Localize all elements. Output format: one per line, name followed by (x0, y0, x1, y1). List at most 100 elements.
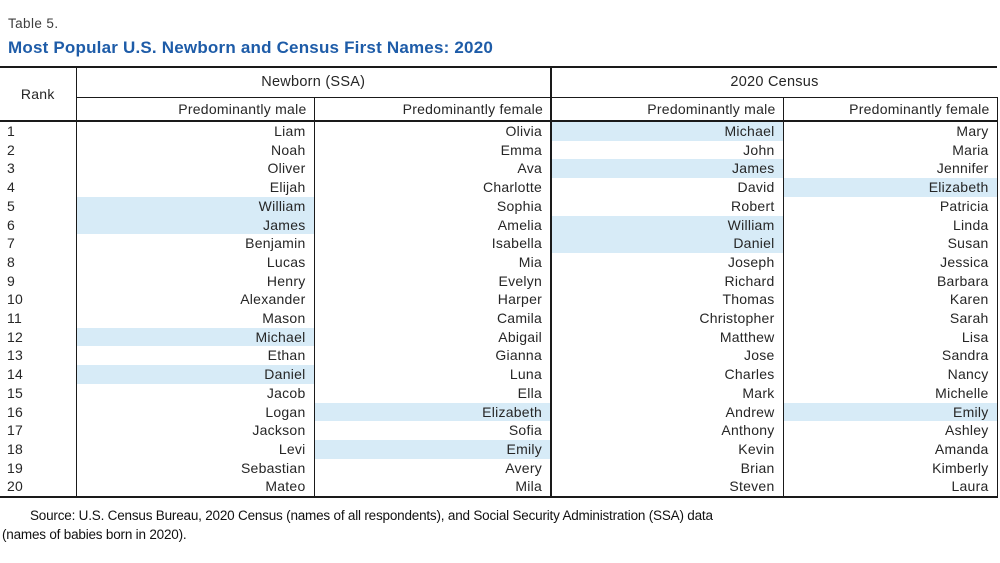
name-cell-newborn-female: Emily (313, 439, 552, 459)
rank-cell: 4 (7, 179, 16, 196)
name-cell-census-female: Linda (782, 215, 998, 235)
name-cell-newborn-male: Levi (75, 439, 314, 459)
name-cell-newborn-female: Sophia (313, 196, 552, 216)
name-cell-census-male: Jose (550, 346, 784, 366)
rank-cell: 18 (7, 440, 24, 457)
table-row: 5 William Sophia Robert Patricia (0, 196, 998, 216)
name-cell-newborn-female: Abigail (313, 327, 552, 347)
name-cell-newborn-male: Elijah (75, 178, 314, 197)
name-cell-newborn-male: Liam (75, 121, 314, 141)
rank-cell: 12 (7, 328, 24, 345)
name-cell-census-male: John (550, 140, 784, 160)
name-cell-census-female: Emily (782, 402, 998, 422)
name-cell-newborn-female: Ella (313, 383, 552, 403)
name-cell-census-male: Kevin (550, 439, 784, 459)
name-cell-census-male: James (550, 159, 784, 179)
name-cell-census-female: Sarah (782, 309, 998, 328)
name-cell-census-female: Sandra (782, 346, 998, 366)
rank-cell: 11 (7, 310, 23, 327)
name-cell-newborn-female: Camila (313, 309, 552, 328)
rank-cell: 1 (7, 123, 16, 139)
rank-cell: 20 (7, 478, 24, 495)
name-cell-newborn-male: Michael (75, 327, 314, 347)
rank-cell: 17 (7, 422, 24, 439)
table-row: 7 Benjamin Isabella Daniel Susan (0, 234, 998, 253)
sub-header-row: Predominantly male Predominantly female … (0, 97, 998, 122)
table-row: 14 Daniel Luna Charles Nancy (0, 365, 998, 384)
name-cell-newborn-male: William (75, 196, 314, 216)
group-header-2020-census: 2020 Census (550, 67, 998, 98)
name-cell-census-male: Richard (550, 271, 784, 291)
name-cell-newborn-male: Logan (75, 402, 314, 422)
name-cell-newborn-female: Gianna (313, 346, 552, 366)
name-cell-census-male: William (550, 215, 784, 235)
names-table: Rank Newborn (SSA) 2020 Census Predomina… (0, 66, 998, 499)
table-row: 9 Henry Evelyn Richard Barbara (0, 271, 998, 291)
name-cell-census-male: David (550, 178, 784, 197)
name-cell-census-male: Brian (550, 458, 784, 478)
column-header-newborn-female: Predominantly female (313, 97, 552, 122)
name-cell-census-male: Joseph (550, 252, 784, 272)
name-cell-newborn-female: Mila (313, 477, 552, 498)
rank-cell: 5 (7, 197, 16, 214)
name-cell-newborn-male: Oliver (75, 159, 314, 179)
name-cell-census-male: Anthony (550, 421, 784, 440)
name-cell-newborn-female: Luna (313, 365, 552, 384)
table-row: 10 Alexander Harper Thomas Karen (0, 290, 998, 310)
name-cell-census-female: Laura (782, 477, 998, 498)
name-cell-newborn-male: Jackson (75, 421, 314, 440)
column-header-newborn-male: Predominantly male (76, 97, 314, 122)
page-title: Most Popular U.S. Newborn and Census Fir… (8, 38, 494, 57)
table-number-label: Table 5. (8, 16, 59, 31)
name-cell-census-female: Elizabeth (782, 178, 998, 197)
name-cell-newborn-male: Ethan (75, 346, 314, 366)
rank-cell: 10 (7, 291, 24, 308)
table-row: 19 Sebastian Avery Brian Kimberly (0, 458, 998, 478)
rank-cell: 2 (7, 141, 16, 158)
source-note-line-1: Source: U.S. Census Bureau, 2020 Census … (30, 508, 713, 523)
name-cell-newborn-female: Ava (313, 159, 552, 179)
name-cell-newborn-female: Mia (313, 252, 552, 272)
rank-cell: 13 (7, 347, 24, 364)
rank-cell: 6 (7, 216, 16, 233)
table-row: 4 Elijah Charlotte David Elizabeth (0, 178, 998, 197)
name-cell-newborn-male: Alexander (75, 290, 314, 310)
table-header: Rank Newborn (SSA) 2020 Census Predomina… (0, 67, 998, 122)
name-cell-census-male: Thomas (550, 290, 784, 310)
name-cell-census-female: Susan (782, 234, 998, 253)
name-cell-newborn-female: Amelia (313, 215, 552, 235)
name-cell-newborn-female: Avery (313, 458, 552, 478)
name-cell-newborn-male: James (75, 215, 314, 235)
name-cell-newborn-female: Emma (313, 140, 552, 160)
table-row: 12 Michael Abigail Matthew Lisa (0, 327, 998, 347)
name-cell-newborn-male: Mateo (75, 477, 314, 498)
column-header-census-female: Predominantly female (782, 97, 998, 122)
rank-cell: 7 (7, 235, 16, 252)
table-row: 20 Mateo Mila Steven Laura (0, 477, 998, 498)
name-cell-newborn-female: Olivia (313, 121, 552, 141)
column-header-rank: Rank (0, 67, 77, 122)
source-note-line-2: (names of babies born in 2020). (2, 527, 187, 542)
name-cell-census-female: Michelle (782, 383, 998, 403)
name-cell-newborn-male: Daniel (75, 365, 314, 384)
table-row: 2 Noah Emma John Maria (0, 140, 998, 160)
name-cell-census-male: Mark (550, 383, 784, 403)
name-cell-census-female: Amanda (782, 439, 998, 459)
name-cell-census-male: Robert (550, 196, 784, 216)
table-row: 18 Levi Emily Kevin Amanda (0, 439, 998, 459)
name-cell-census-female: Karen (782, 290, 998, 310)
name-cell-census-female: Jessica (782, 252, 998, 272)
name-cell-census-female: Jennifer (782, 159, 998, 179)
name-cell-newborn-male: Mason (75, 309, 314, 328)
name-cell-census-female: Mary (782, 121, 998, 141)
name-cell-newborn-male: Jacob (75, 383, 314, 403)
table-row: 11 Mason Camila Christopher Sarah (0, 309, 998, 328)
rank-cell: 14 (7, 366, 24, 383)
table-row: 17 Jackson Sofia Anthony Ashley (0, 421, 998, 440)
rank-cell: 15 (7, 384, 24, 401)
name-cell-census-male: Christopher (550, 309, 784, 328)
table-row: 3 Oliver Ava James Jennifer (0, 159, 998, 179)
name-cell-census-male: Charles (550, 365, 784, 384)
name-cell-newborn-female: Isabella (313, 234, 552, 253)
table-row: 15 Jacob Ella Mark Michelle (0, 383, 998, 403)
